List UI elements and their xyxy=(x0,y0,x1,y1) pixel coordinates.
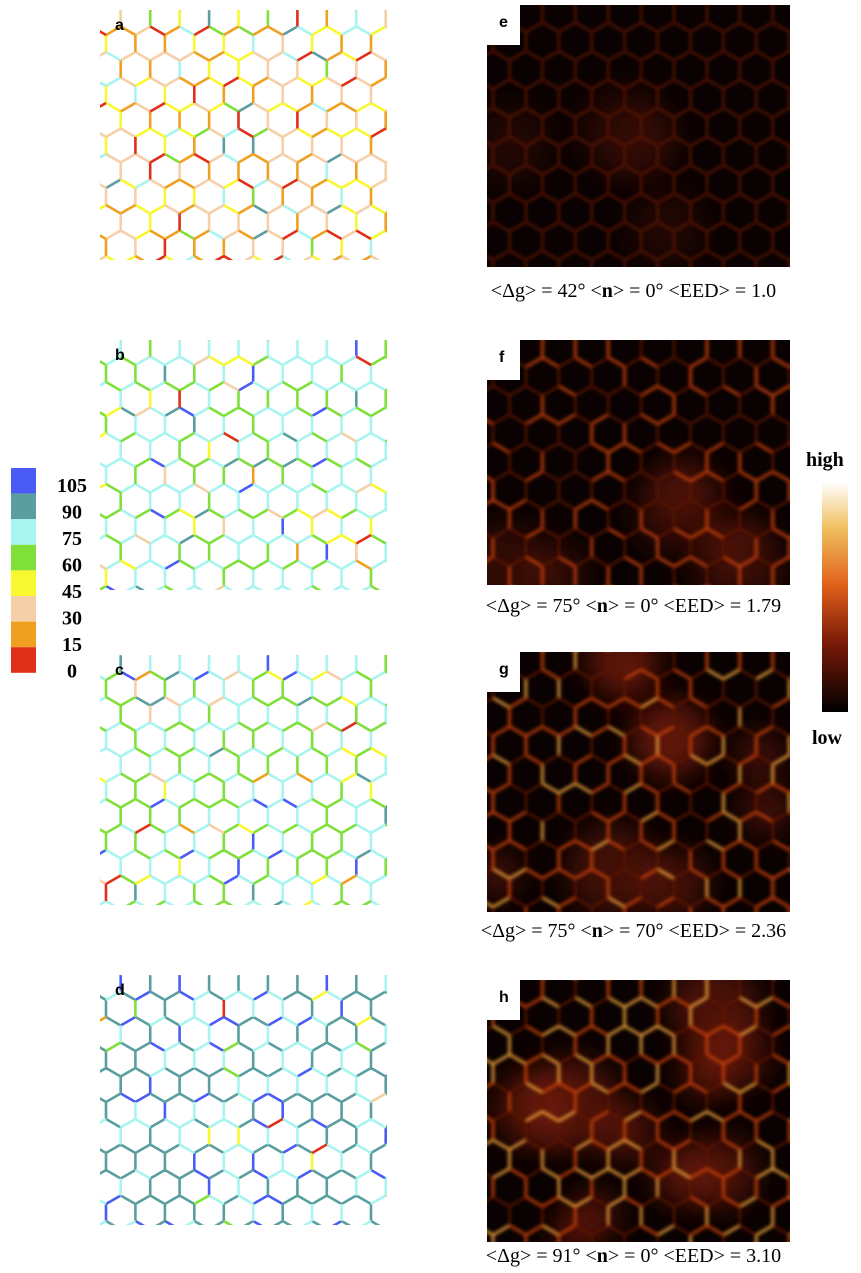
caption-bold: n xyxy=(592,920,603,942)
caption-text: > = 0° <EED> = 3.10 xyxy=(608,1245,781,1267)
caption-bold: n xyxy=(597,1245,608,1267)
legend-swatch xyxy=(11,622,36,648)
legend-swatch xyxy=(11,647,36,673)
legend-label: 90 xyxy=(62,502,82,524)
grain-boundary xyxy=(77,646,416,927)
colorbar xyxy=(822,482,848,712)
heat-blob xyxy=(637,850,707,920)
panel-label: h xyxy=(499,989,509,1006)
panel-label: e xyxy=(499,14,508,31)
caption: <Δg> = 75° <n> = 0° <EED> = 1.79 xyxy=(486,595,781,617)
legend-label: 30 xyxy=(62,608,82,630)
page: high low abcde<Δg> = 42° <n> = 0° <EED> … xyxy=(0,0,861,1273)
panel-label: g xyxy=(499,661,509,678)
legend-label: 105 xyxy=(57,475,87,497)
caption-text: > = 0° <EED> = 1.0 xyxy=(613,280,776,302)
heat-blob xyxy=(671,965,759,1053)
grain-boundary xyxy=(180,314,430,544)
caption-bold: n xyxy=(602,280,613,302)
legend-swatch xyxy=(11,494,36,520)
legend-swatch xyxy=(11,545,36,571)
colorbar-low: low xyxy=(812,727,843,749)
grain-boundary xyxy=(106,0,430,290)
grain-boundary xyxy=(77,340,416,621)
legend-swatch xyxy=(11,519,36,545)
caption: <Δg> = 91° <n> = 0° <EED> = 3.10 xyxy=(486,1245,781,1267)
legend-label: 75 xyxy=(62,528,82,550)
legend-label: 15 xyxy=(62,634,82,656)
panel-label: c xyxy=(115,662,124,679)
caption-text: > = 70° <EED> = 2.36 xyxy=(603,920,786,942)
grain-boundary xyxy=(91,0,430,290)
caption-text: > = 0° <EED> = 1.79 xyxy=(608,595,781,617)
grain-map xyxy=(77,941,430,1256)
caption-text: <Δg> = 75° < xyxy=(486,595,597,617)
legend-swatch xyxy=(11,468,36,494)
legend-label: 60 xyxy=(62,555,82,577)
panel-label: d xyxy=(115,982,125,999)
caption-text: <Δg> = 42° < xyxy=(491,280,602,302)
grain-boundary xyxy=(77,0,416,290)
figure: high low abcde<Δg> = 42° <n> = 0° <EED> … xyxy=(0,0,861,1273)
heat-blob xyxy=(525,1057,619,1151)
grain-boundary xyxy=(77,306,430,621)
colorbar-high: high xyxy=(806,449,844,471)
caption: <Δg> = 42° <n> = 0° <EED> = 1.0 xyxy=(491,280,776,302)
caption-bold: n xyxy=(597,595,608,617)
legend-swatch xyxy=(11,570,36,596)
panel-label: a xyxy=(115,17,124,34)
legend-swatch xyxy=(11,596,36,622)
grain-map xyxy=(77,621,430,936)
panel-label: b xyxy=(115,347,125,364)
heat-blob xyxy=(474,851,520,897)
grain-map xyxy=(77,0,430,290)
panel-label: f xyxy=(499,349,505,366)
caption-text: <Δg> = 75° < xyxy=(481,920,592,942)
grain-map xyxy=(77,306,430,621)
caption: <Δg> = 75° <n> = 70° <EED> = 2.36 xyxy=(481,920,786,942)
caption-text: <Δg> = 91° < xyxy=(486,1245,597,1267)
legend-label: 45 xyxy=(62,581,82,603)
legend-label: 0 xyxy=(67,661,77,683)
